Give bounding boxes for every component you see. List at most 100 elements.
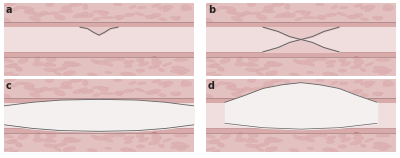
Ellipse shape [354,135,364,141]
Ellipse shape [316,15,326,19]
Ellipse shape [379,72,388,75]
Ellipse shape [341,58,346,63]
Ellipse shape [151,57,159,60]
Ellipse shape [295,136,307,140]
Ellipse shape [87,89,93,93]
Ellipse shape [35,13,45,17]
Ellipse shape [307,147,314,149]
Ellipse shape [163,62,172,66]
Ellipse shape [139,62,149,66]
Ellipse shape [100,17,114,19]
Ellipse shape [116,134,125,137]
Ellipse shape [163,5,173,9]
Bar [4,3,194,22]
Ellipse shape [158,144,164,148]
Ellipse shape [163,138,172,142]
Ellipse shape [285,80,290,85]
Ellipse shape [248,12,261,15]
Ellipse shape [34,133,40,138]
Ellipse shape [146,15,158,18]
Bar [4,27,194,52]
Ellipse shape [93,93,100,97]
Ellipse shape [3,78,16,82]
Ellipse shape [375,58,391,61]
Ellipse shape [44,144,57,148]
Ellipse shape [163,8,170,12]
Ellipse shape [137,82,146,85]
Ellipse shape [18,134,28,139]
Ellipse shape [305,58,318,62]
Ellipse shape [173,134,189,137]
Ellipse shape [46,12,59,15]
Ellipse shape [229,86,236,90]
Ellipse shape [354,89,363,93]
Ellipse shape [181,5,192,10]
Ellipse shape [212,74,220,76]
Ellipse shape [261,10,275,13]
Ellipse shape [326,140,334,143]
Ellipse shape [8,64,17,67]
Ellipse shape [326,64,334,68]
Ellipse shape [128,149,136,153]
Ellipse shape [372,16,382,19]
Ellipse shape [204,134,215,138]
Ellipse shape [103,138,113,142]
Ellipse shape [365,84,372,88]
Ellipse shape [69,3,82,7]
Ellipse shape [46,133,56,137]
Ellipse shape [15,82,25,85]
Ellipse shape [152,59,162,65]
Ellipse shape [69,79,82,82]
Ellipse shape [365,8,372,12]
Ellipse shape [2,134,13,138]
Ellipse shape [59,86,73,89]
Ellipse shape [270,63,283,67]
Ellipse shape [152,80,161,83]
Ellipse shape [209,64,220,68]
Ellipse shape [256,90,267,96]
Ellipse shape [326,13,337,17]
Ellipse shape [98,11,108,15]
Ellipse shape [248,133,258,137]
Ellipse shape [152,89,161,93]
Ellipse shape [373,66,388,70]
Ellipse shape [32,12,41,16]
Ellipse shape [237,13,247,17]
Ellipse shape [33,138,44,142]
Ellipse shape [236,57,242,62]
Ellipse shape [124,64,132,68]
Ellipse shape [2,148,14,151]
Bar [206,57,396,76]
Ellipse shape [246,64,254,67]
Ellipse shape [316,79,324,82]
Ellipse shape [180,145,190,149]
Ellipse shape [379,148,388,150]
Ellipse shape [294,10,305,13]
Ellipse shape [170,16,180,19]
Ellipse shape [64,61,78,66]
Ellipse shape [212,150,220,152]
Ellipse shape [2,18,10,22]
Ellipse shape [46,2,54,7]
Ellipse shape [40,11,48,15]
Ellipse shape [158,6,166,9]
Ellipse shape [234,12,243,16]
Ellipse shape [146,91,158,94]
Ellipse shape [248,77,256,82]
Ellipse shape [293,135,300,139]
Ellipse shape [354,59,364,65]
Ellipse shape [136,69,145,72]
Ellipse shape [264,82,274,87]
Bar [4,57,194,76]
Ellipse shape [300,11,310,15]
Ellipse shape [330,73,338,77]
Ellipse shape [256,143,269,147]
Ellipse shape [7,64,18,68]
Ellipse shape [136,59,144,62]
Ellipse shape [204,148,216,151]
Ellipse shape [152,13,161,17]
Ellipse shape [295,60,307,64]
Ellipse shape [62,6,72,11]
Ellipse shape [365,81,375,85]
Ellipse shape [152,4,161,7]
